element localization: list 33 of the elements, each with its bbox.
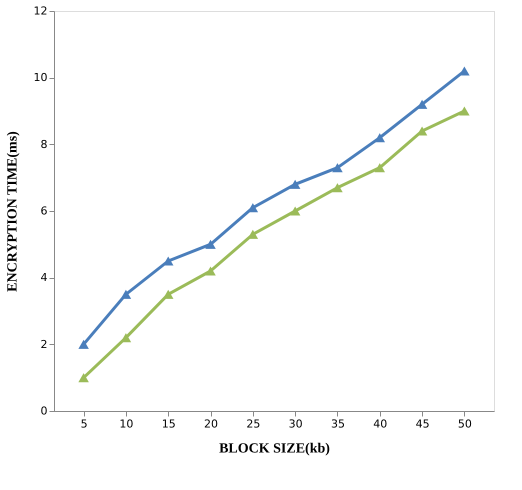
y-tick-label: 6 — [40, 204, 48, 218]
point — [78, 373, 89, 382]
x-tick-label: 35 — [330, 418, 345, 430]
point — [120, 290, 132, 299]
y-tick-label: 12 — [34, 4, 48, 18]
point — [290, 180, 300, 189]
y-tick-label: 0 — [40, 404, 48, 418]
point — [332, 163, 343, 172]
x-tick-label: 40 — [373, 418, 388, 430]
x-tick-label: 5 — [80, 418, 88, 430]
point — [459, 106, 470, 116]
point — [120, 333, 132, 342]
y-tick-label: 10 — [34, 71, 48, 84]
point — [78, 340, 89, 349]
point — [162, 290, 174, 299]
x-tick-label: 45 — [416, 418, 430, 430]
x-tick-label: 30 — [288, 418, 303, 430]
x-tick-label: 15 — [162, 418, 176, 430]
x-axis-title: BLOCK SIZE(kb) — [219, 442, 330, 456]
y-tick-label: 4 — [40, 271, 48, 284]
y-tick-label: 2 — [40, 338, 48, 351]
point — [374, 163, 386, 172]
point — [205, 266, 216, 276]
y-tick-label: 8 — [40, 138, 48, 151]
x-tick-label: 50 — [458, 418, 472, 430]
x-tick-label: 20 — [204, 418, 218, 430]
point — [205, 240, 216, 249]
point — [290, 206, 300, 216]
point — [374, 133, 386, 142]
x-tick-label: 25 — [246, 418, 260, 430]
point — [332, 183, 343, 192]
x-tick-label: 10 — [119, 418, 134, 430]
y-axis-title: ENCRYPTION TIME(ms) — [6, 130, 21, 292]
